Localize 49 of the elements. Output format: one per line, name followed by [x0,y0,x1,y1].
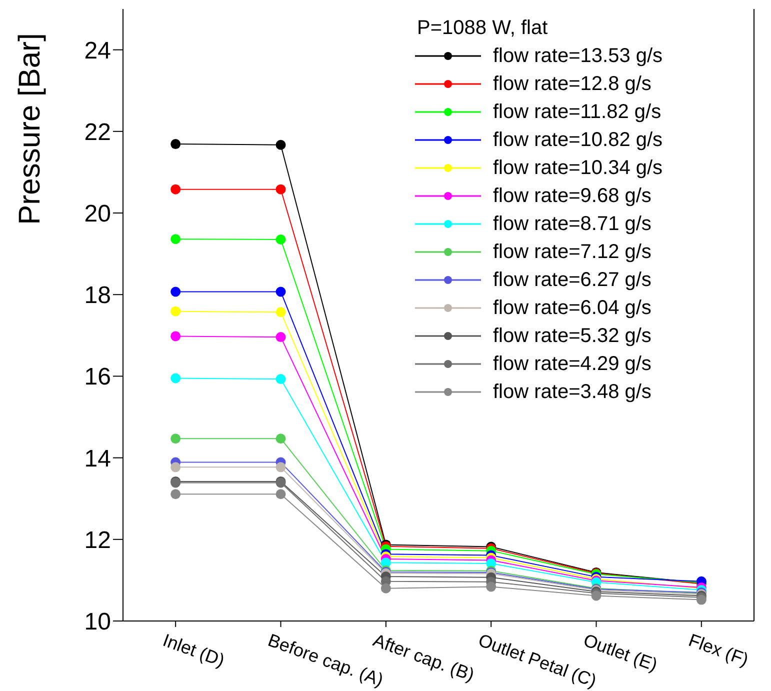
point [170,331,181,342]
legend-label: flow rate=6.04 g/s [493,296,652,321]
legend-label: flow rate=8.71 g/s [493,212,652,237]
legend-label: flow rate=13.53 g/s [493,44,663,69]
point [170,286,181,297]
point [170,306,181,316]
point [276,489,286,500]
legend-label: flow rate=5.32 g/s [493,324,652,349]
y-axis-title: Pressure [Bar] [14,33,46,225]
point [170,434,181,444]
x-tick-label: Inlet (D) [160,630,228,671]
point [696,594,706,605]
point [276,462,286,472]
y-tick-label: 12 [84,526,111,554]
y-tick-label: 18 [84,282,111,310]
legend-label: flow rate=6.27 g/s [493,268,652,293]
y-tick-label: 14 [84,445,111,472]
y-tick-label: 10 [84,608,111,636]
x-tick-label: Flex (F) [686,630,752,670]
point [276,307,286,318]
y-tick-label: 24 [84,37,111,64]
point [170,184,181,194]
legend-label: flow rate=4.29 g/s [493,352,652,377]
legend-title: P=1088 W, flat [417,16,549,41]
point [276,234,286,245]
legend-label: flow rate=9.68 g/s [493,184,652,209]
legend-label: flow rate=3.48 g/s [493,380,652,405]
point [276,184,286,194]
point [591,590,602,601]
legend-label: flow rate=7.12 g/s [493,240,652,265]
point [380,583,391,594]
point [276,286,286,297]
y-tick-label: 20 [84,200,111,228]
point [276,140,286,150]
point [276,434,286,444]
point [170,139,181,150]
point [170,489,181,500]
point [170,234,181,244]
legend-label: flow rate=10.34 g/s [493,156,663,181]
y-tick-label: 16 [84,364,111,391]
point [170,373,181,384]
point [170,462,181,472]
legend-label: flow rate=12.8 g/s [493,72,652,97]
legend-label: flow rate=10.82 g/s [493,128,663,153]
point [276,374,286,384]
y-tick-label: 22 [84,118,111,146]
point [486,582,496,592]
point [276,332,286,342]
legend-label: flow rate=11.82 g/s [493,100,662,125]
